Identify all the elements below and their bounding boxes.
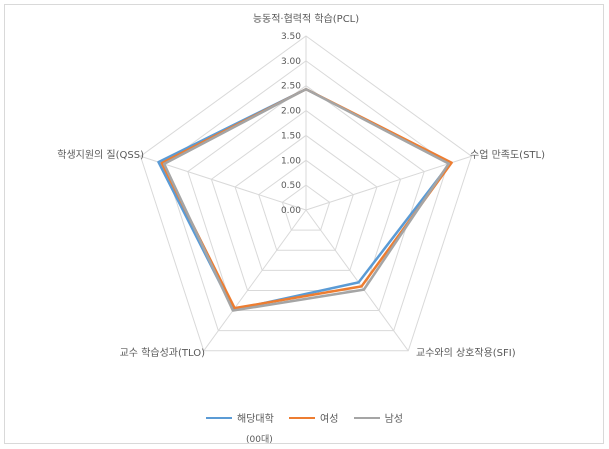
grid-ring <box>187 85 425 312</box>
legend-label-series-2: 여성 <box>320 414 339 425</box>
grid-spoke <box>305 155 472 211</box>
legend-item-series-1: 해당대학 <box>206 410 274 425</box>
axis-labels: 능동적·협력적 학습(PCL) 수업 만족도(STL) 교수와의 상호작용(SFI)… <box>57 12 545 359</box>
legend-label-series-1: 해당대학 <box>237 414 274 425</box>
tick-label: 0.50 <box>281 181 301 191</box>
tick-label: 0.00 <box>281 206 301 216</box>
legend-item-series-2: 여성 <box>289 410 338 425</box>
legend-swatch-series-1 <box>206 416 232 419</box>
grid-ring <box>234 134 378 271</box>
tick-label: 2.00 <box>281 107 301 117</box>
chart-frame <box>4 4 604 444</box>
series-line-1 <box>157 87 452 311</box>
legend-swatch-series-3 <box>353 416 380 419</box>
legend-item-series-3: 남성 <box>353 410 403 425</box>
tick-label: 1.00 <box>281 156 301 166</box>
axis-label: 교수 학습성과(TLO) <box>120 347 205 359</box>
tick-label: 2.50 <box>281 82 301 92</box>
legend: 해당대학 여성 남성 <box>0 410 609 425</box>
radar-series <box>157 87 453 312</box>
grid-ring <box>258 159 354 251</box>
series-line-2 <box>160 87 453 310</box>
radar-grid <box>139 35 473 352</box>
tick-label: 3.50 <box>281 32 301 42</box>
legend-label-series-3: 남성 <box>384 414 403 425</box>
grid-spoke <box>140 155 307 211</box>
grid-spoke <box>305 209 409 352</box>
grid-ring <box>281 184 331 231</box>
grid-spoke <box>203 209 307 352</box>
axis-label: 수업 만족도(STL) <box>470 148 545 161</box>
grid-ring <box>139 35 473 352</box>
series-line-3 <box>162 87 451 312</box>
axis-label: 교수와의 상호작용(SFI) <box>416 347 516 359</box>
axis-label: 능동적·협력적 학습(PCL) <box>253 12 359 25</box>
grid-ring <box>210 109 402 291</box>
legend-swatch-series-2 <box>289 416 315 419</box>
legend-note: (00대) <box>246 435 273 445</box>
radial-tick-labels: 0.00 0.50 1.00 1.50 2.00 2.50 3.00 3.50 <box>281 32 301 216</box>
tick-label: 3.00 <box>281 57 301 67</box>
tick-label: 1.50 <box>281 131 301 141</box>
axis-label: 학생지원의 질(QSS) <box>57 149 144 161</box>
